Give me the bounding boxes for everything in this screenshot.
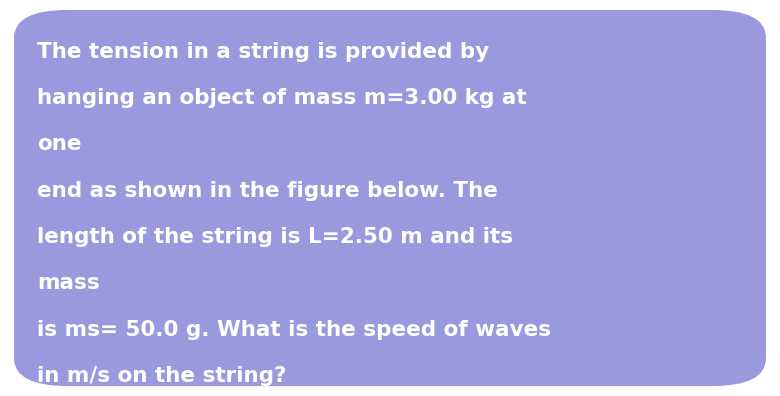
Text: is ms= 50.0 g. What is the speed of waves: is ms= 50.0 g. What is the speed of wave… [37,320,551,340]
Text: hanging an object of mass m=3.00 kg at: hanging an object of mass m=3.00 kg at [37,88,527,108]
Text: mass: mass [37,273,100,293]
Text: one: one [37,134,82,154]
FancyBboxPatch shape [14,10,766,386]
Text: length of the string is L=2.50 m and its: length of the string is L=2.50 m and its [37,227,513,247]
Text: end as shown in the figure below. The: end as shown in the figure below. The [37,181,498,201]
Text: in m/s on the string?: in m/s on the string? [37,366,287,386]
Text: The tension in a string is provided by: The tension in a string is provided by [37,42,490,62]
